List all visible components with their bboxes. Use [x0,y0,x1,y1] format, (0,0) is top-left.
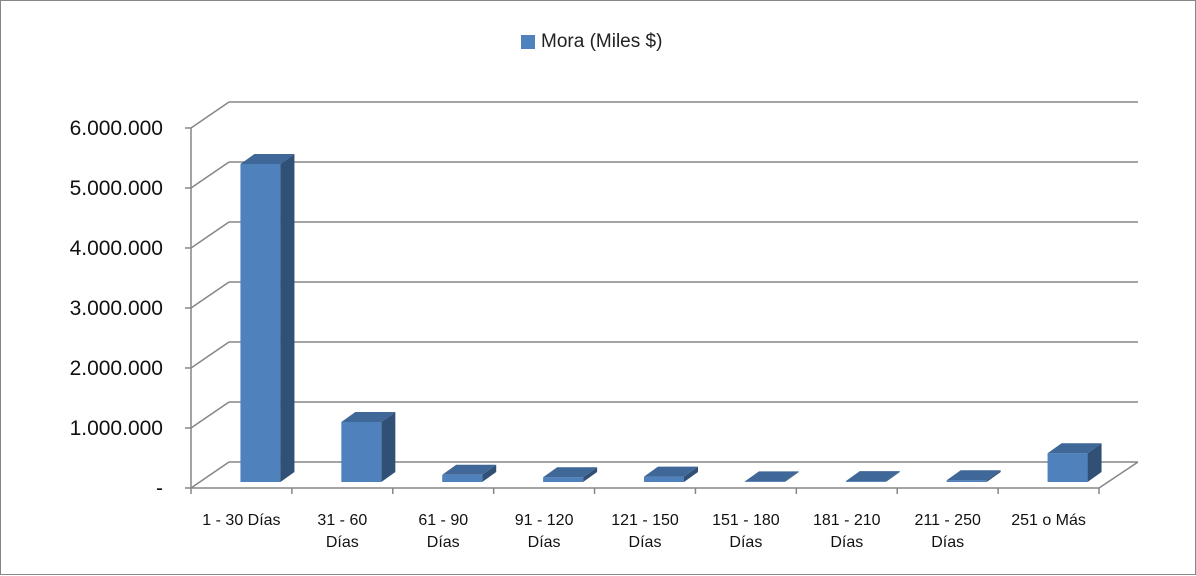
gridline-side [190,341,230,369]
bar-side [583,467,598,482]
bar-side [482,464,497,482]
bar-top [240,154,295,164]
bar [845,481,886,482]
y-tick-label: 3.000.000 [70,297,163,320]
x-tick-label: 251 o Más [1011,512,1086,529]
legend-swatch [521,35,535,49]
bar-top [946,470,1001,481]
bar [644,476,684,482]
x-tick-label: 211 - 250 [914,512,981,529]
x-tick-label: Días [427,534,460,551]
bar [744,481,785,482]
x-tick-label: Días [729,534,762,551]
gridline-side [190,161,230,189]
y-tick-label: 5.000.000 [70,177,163,200]
y-tick-label: 6.000.000 [70,117,163,140]
bar [240,164,281,482]
y-tick-label: - [156,477,163,500]
bar-side [684,466,698,482]
bar-top [644,466,698,477]
bar-top [341,412,396,422]
bar [1047,453,1088,482]
gridline-side [190,461,230,489]
bar-top [845,471,900,482]
bar-side [885,471,900,482]
bar-side [986,470,1001,482]
bar-side [381,412,396,482]
x-tick-label: 91 - 120 [515,512,574,529]
bar-side [784,471,799,482]
x-tick-label: Días [931,534,964,551]
x-tick-label: Días [528,534,561,551]
x-tick-label: 121 - 150 [611,512,679,529]
bar-top [1047,443,1102,454]
gridline-side [190,101,230,129]
bar [543,477,584,482]
bar-side [1087,443,1102,482]
x-tick-label: Días [326,534,359,551]
y-tick-label: 1.000.000 [70,417,163,440]
bar [946,480,987,482]
x-tick-label: Días [629,534,662,551]
gridline-side [190,401,230,429]
y-tick-label: 4.000.000 [70,237,163,260]
bar [341,422,382,482]
legend-label: Mora (Miles $) [541,31,663,52]
legend: Mora (Miles $) [521,31,662,53]
bar-top [543,467,598,478]
x-tick-label: 61 - 90 [418,512,468,529]
gridline-side [190,221,230,249]
x-tick-label: Días [830,534,863,551]
bar-side [280,154,295,482]
y-tick-label: 2.000.000 [70,357,163,380]
x-tick-label: 181 - 210 [813,512,881,529]
floor-edge [1098,461,1139,489]
gridline-side [190,281,230,309]
bar-top [442,464,497,475]
x-tick-label: 151 - 180 [712,512,780,529]
bar [442,474,483,482]
x-tick-label: 1 - 30 Días [202,512,280,529]
bar-top [744,471,799,482]
x-tick-label: 31 - 60 [317,512,367,529]
